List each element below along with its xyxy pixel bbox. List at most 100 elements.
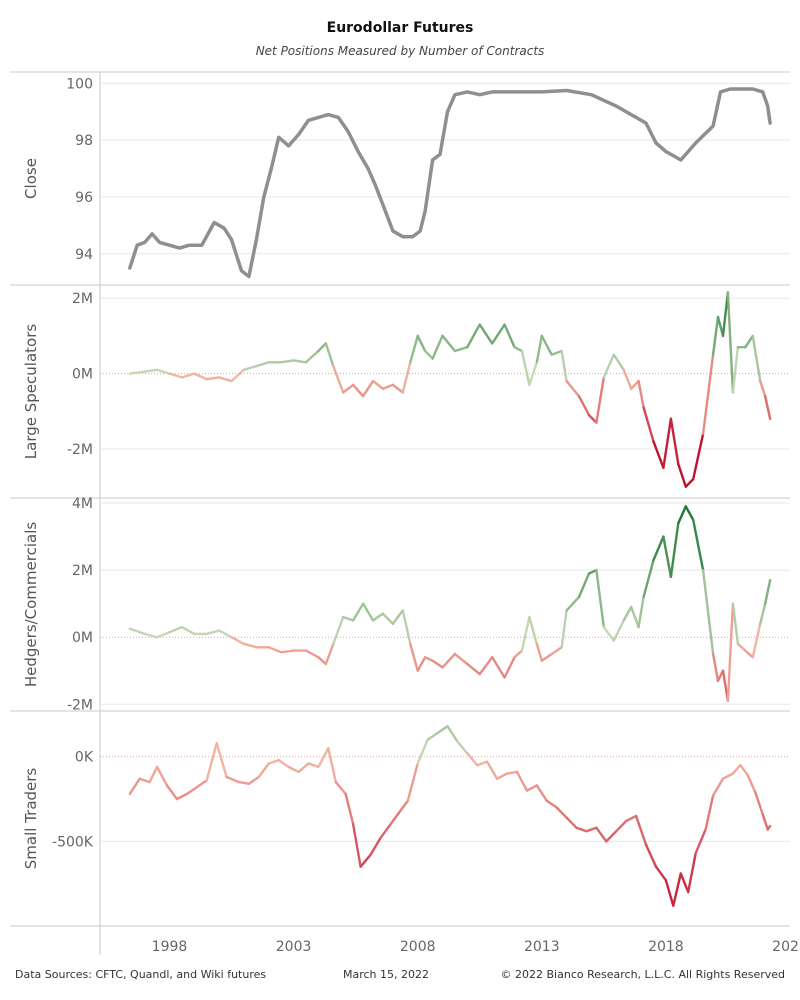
series-segment (287, 765, 300, 774)
series-segment (587, 568, 598, 575)
series-segment (304, 349, 320, 364)
series-segment (622, 368, 633, 390)
series-segment (297, 762, 310, 774)
series-segment (644, 843, 658, 868)
series-segment (230, 368, 246, 383)
series-segment (622, 605, 633, 622)
series-segment (441, 652, 457, 669)
y-tick-label: -2M (67, 442, 93, 458)
series-segment (759, 602, 767, 625)
series-segment (466, 323, 481, 349)
series-segment (267, 646, 283, 654)
series-segment (399, 799, 409, 813)
series-segment (721, 772, 735, 780)
series-segment (761, 813, 769, 831)
series-segment (431, 659, 444, 669)
series-segment (565, 595, 581, 612)
series-segment (637, 379, 645, 409)
chart-subtitle: Net Positions Measured by Number of Cont… (255, 44, 545, 58)
series-segment (520, 615, 531, 652)
series-segment (327, 747, 337, 784)
series-segment (255, 361, 270, 368)
series-segment (540, 334, 553, 356)
series-segment (672, 872, 682, 907)
series-segment (711, 315, 720, 356)
series-segment (486, 760, 499, 780)
series-segment (637, 595, 645, 629)
series-segment (503, 656, 516, 679)
chart-title: Eurodollar Futures (326, 20, 474, 36)
y-tick-label: 0M (72, 367, 93, 383)
series-segment (143, 632, 159, 639)
series-segment (701, 568, 715, 656)
series-segment (754, 791, 764, 816)
series-segment (478, 323, 494, 345)
series-segment (332, 364, 345, 394)
series-segment (540, 652, 553, 662)
series-segment (595, 826, 608, 843)
y-axis-title: Large Speculators (22, 324, 40, 460)
series-segment (155, 631, 171, 639)
series-segment (664, 879, 675, 907)
series-segment (334, 780, 347, 796)
series-segment (128, 777, 141, 796)
y-tick-label: -500K (52, 834, 94, 850)
series-segment (751, 622, 762, 659)
series-segment (560, 609, 568, 649)
series-segment (503, 323, 516, 349)
series-segment (577, 572, 591, 599)
series-segment (379, 823, 392, 840)
series-segment (423, 656, 434, 662)
series-segment (630, 379, 640, 390)
series-segment (491, 323, 506, 345)
series-segment (744, 649, 754, 659)
series-segment (751, 334, 762, 383)
series-segment (662, 535, 673, 578)
series-segment (602, 353, 615, 379)
series-segment (555, 806, 568, 819)
series-segment (138, 777, 151, 784)
series-segment (560, 349, 568, 383)
series-segment (225, 775, 241, 784)
series-segment (391, 383, 404, 394)
y-axis-title: Close (22, 158, 40, 199)
series-segment (577, 395, 591, 417)
series-segment (180, 625, 196, 636)
series-segment (677, 462, 687, 488)
series-segment (550, 349, 563, 356)
y-tick-label: 98 (75, 133, 93, 149)
series-segment (491, 656, 506, 679)
series-segment (180, 372, 196, 379)
series-segment (143, 368, 159, 373)
series-segment (441, 334, 457, 353)
series-segment (605, 830, 618, 843)
series-segment (528, 361, 538, 387)
series-segment (409, 642, 419, 672)
series-segment (280, 359, 295, 364)
series-segment (436, 725, 449, 735)
data-sources-note: Data Sources: CFTC, Quandl, and Wiki fut… (15, 968, 267, 981)
series-segment (148, 765, 159, 784)
series-segment (324, 642, 335, 666)
series-segment (431, 334, 444, 360)
series-segment (550, 646, 563, 656)
series-segment (361, 379, 375, 398)
series-segment (642, 406, 655, 443)
series-segment (453, 652, 469, 666)
series-segment (630, 605, 640, 629)
series-segment (731, 764, 742, 775)
series-segment (575, 826, 588, 833)
series-segment (292, 359, 308, 364)
series-segment (406, 762, 419, 802)
y-tick-label: 94 (75, 247, 93, 263)
series-segment (652, 535, 665, 562)
series-segment (612, 619, 625, 642)
y-tick-label: 2M (72, 563, 93, 579)
series-segment (520, 349, 531, 387)
series-segment (535, 784, 548, 802)
series-segment (128, 370, 146, 375)
y-axis-title: Hedgers/Commercials (22, 522, 40, 688)
series-segment (426, 731, 439, 741)
series-segment (324, 342, 335, 368)
series-segment (185, 786, 199, 796)
